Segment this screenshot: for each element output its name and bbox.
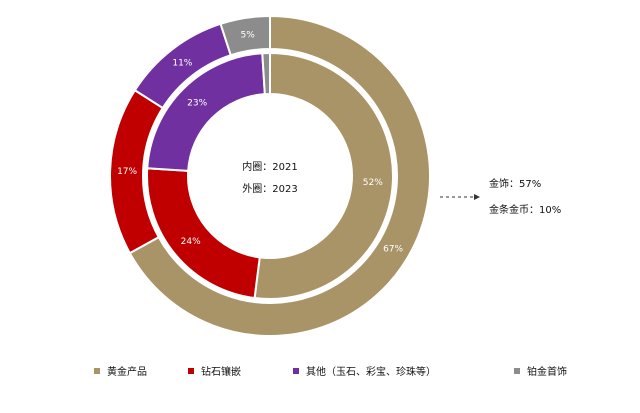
- outer-slice-gold: [128, 14, 431, 337]
- legend-swatch-platinum: [514, 368, 520, 374]
- outer-label-platinum: 5%: [240, 30, 255, 40]
- legend-swatch-other: [293, 368, 299, 374]
- legend-swatch-gold: [94, 368, 100, 374]
- legend-label-diamond: 钻石镶嵌: [201, 365, 241, 378]
- legend-label-other: 其他（玉石、彩宝、珍珠等）: [306, 365, 436, 378]
- inner-ring: [146, 51, 394, 300]
- outer-label-diamond: 17%: [117, 167, 137, 177]
- outer-ring: [109, 14, 431, 337]
- slice-labels: 52% 24% 23% 67% 17% 11% 5%: [117, 30, 403, 254]
- center-label-inner: 内圈：2021: [242, 160, 297, 173]
- center-label-outer: 外圈：2023: [242, 183, 297, 195]
- legend-label-gold: 黄金产品: [107, 365, 147, 378]
- annotation-line-2: 金条金币：10%: [489, 203, 561, 216]
- inner-slice-platinum: [261, 51, 271, 96]
- annotation-arrowhead: [474, 194, 480, 200]
- annotation: 金饰：57% 金条金币：10%: [440, 177, 561, 216]
- legend-swatch-diamond: [188, 368, 194, 374]
- inner-label-other: 23%: [187, 99, 207, 109]
- inner-label-gold: 52%: [363, 178, 383, 188]
- annotation-line-1: 金饰：57%: [489, 177, 541, 190]
- outer-label-gold: 67%: [383, 244, 403, 254]
- legend-label-platinum: 铂金首饰: [527, 365, 567, 378]
- outer-label-other: 11%: [172, 59, 192, 69]
- inner-slice-gold: [253, 51, 394, 300]
- legend: 黄金产品 钻石镶嵌 其他（玉石、彩宝、珍珠等） 铂金首饰: [94, 365, 567, 378]
- inner-label-diamond: 24%: [181, 237, 201, 247]
- outer-slice-platinum: [219, 14, 271, 57]
